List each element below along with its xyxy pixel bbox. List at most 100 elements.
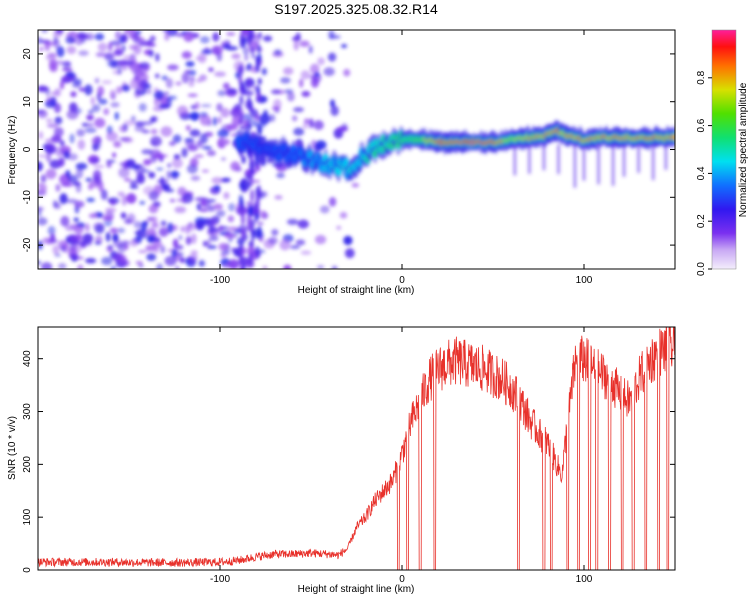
spectrogram-cell: [52, 245, 60, 255]
spectrogram-cell: [268, 236, 278, 245]
spectrogram-cell: [86, 115, 94, 121]
spectrogram-cell: [220, 249, 231, 256]
spectrogram-cell: [301, 90, 311, 98]
spectrogram-cell: [175, 244, 184, 250]
spectrogram-cell: [293, 127, 305, 136]
spectrogram-cell: [145, 42, 156, 47]
spectrogram-cell: [94, 117, 106, 128]
x-tick-label: 0: [399, 275, 405, 286]
spectrogram-cell: [185, 236, 192, 245]
spectrogram-cell: [158, 103, 171, 109]
spectrogram-cell: [637, 144, 641, 173]
spectrogram-cell: [45, 87, 51, 97]
spectrogram-cell: [180, 226, 185, 233]
spectrogram-cell: [119, 137, 131, 141]
spectrogram-cell: [181, 51, 192, 59]
spectrogram-cell: [156, 263, 164, 269]
spectrogram-cell: [66, 45, 77, 55]
spectrogram-cell: [223, 39, 231, 48]
spectrogram-cell: [295, 239, 306, 246]
spectrogram-cell: [343, 160, 349, 165]
spectrogram-cell: [162, 30, 167, 33]
spectrogram-cell: [68, 234, 79, 242]
spectrogram-cell: [65, 170, 71, 178]
spectrogram-cell: [85, 258, 97, 264]
spectrogram-cell: [94, 235, 103, 244]
spectrogram-cell: [268, 114, 276, 122]
spectrogram-cell: [239, 243, 244, 252]
spectrogram-cell: [77, 139, 86, 150]
spectrogram-cell: [95, 52, 106, 58]
spectrogram-cell: [117, 60, 129, 66]
spectrogram-cell: [217, 129, 229, 138]
spectrogram-cell: [206, 150, 216, 157]
spectrogram-cell: [262, 35, 273, 42]
spectrogram-cell: [160, 126, 173, 137]
spectrogram-cell: [255, 248, 260, 260]
spectrogram-cell: [38, 207, 45, 211]
spectrogram-cell: [261, 67, 268, 76]
spectrogram-cell: [114, 111, 119, 121]
x-tick-label: -100: [210, 574, 230, 585]
spectrogram-cell: [248, 100, 253, 114]
spectrogram-cell: [302, 123, 310, 129]
spectrogram-cell: [323, 67, 335, 77]
spectrogram-cell: [118, 167, 130, 178]
y-tick-label: 10: [22, 96, 33, 108]
spectrogram-cell: [195, 78, 203, 83]
spectrogram-cell: [38, 131, 44, 140]
spectrogram-y-ticks: -20 -10 0 10 20: [22, 48, 675, 252]
spectrogram-cell: [59, 80, 65, 90]
spectrogram-cell: [134, 230, 143, 235]
spectrogram-cell: [91, 137, 98, 145]
spectrogram-cell: [195, 220, 205, 231]
spectrogram-cell: [150, 222, 160, 229]
spectrogram-cell: [168, 141, 176, 146]
spectrogram-cell: [38, 260, 41, 265]
y-tick-label: -10: [22, 190, 33, 205]
spectrogram-cell: [121, 195, 127, 206]
spectrogram-cell: [181, 72, 190, 84]
spectrogram-cell: [196, 203, 201, 211]
y-tick-label: 100: [22, 508, 33, 525]
spectrogram-cell: [143, 158, 152, 166]
spectrogram-cell: [161, 75, 168, 81]
spectrogram-cell: [130, 78, 138, 90]
spectrogram-cell: [299, 40, 310, 48]
spectrogram-cell: [45, 168, 57, 180]
spectrogram-cell: [351, 182, 360, 188]
spectrogram-cell: [146, 234, 156, 243]
spectrogram-cell: [238, 116, 243, 126]
spectrogram-cell: [55, 30, 64, 34]
spectrogram-cell: [38, 161, 44, 172]
spectrogram-cell: [262, 265, 268, 269]
spectrogram-cell: [251, 53, 256, 59]
spectrogram-cell: [191, 233, 197, 244]
spectrogram-cell: [59, 193, 68, 205]
spectrogram-cell: [65, 225, 75, 232]
spectrogram-cell: [199, 133, 208, 144]
spectrogram-cell: [190, 105, 197, 110]
spectrogram-cell: [107, 245, 113, 250]
spectrogram-cell: [573, 144, 577, 188]
spectrogram-cell: [336, 126, 349, 132]
spectrogram-cell: [199, 208, 209, 212]
spectrogram-cell: [557, 144, 561, 175]
spectrogram-cell: [78, 87, 86, 92]
spectrogram-cell: [138, 249, 148, 254]
spectrogram-cell: [222, 82, 230, 90]
spectrogram-cell: [106, 160, 112, 168]
spectrogram-cell: [248, 253, 253, 267]
spectrogram-cell: [161, 183, 171, 191]
spectrogram-cell: [312, 72, 322, 83]
spectrogram-cell: [187, 144, 199, 152]
spectrogram-cell: [208, 224, 215, 235]
spectrogram-heatmap: [38, 30, 675, 269]
spectrogram-cell: [167, 64, 179, 71]
spectrogram-cell: [343, 68, 351, 77]
spectrogram-cell: [327, 52, 337, 62]
snr-x-ticks: -100 0 100: [210, 327, 593, 585]
spectrogram-cell: [336, 168, 342, 174]
